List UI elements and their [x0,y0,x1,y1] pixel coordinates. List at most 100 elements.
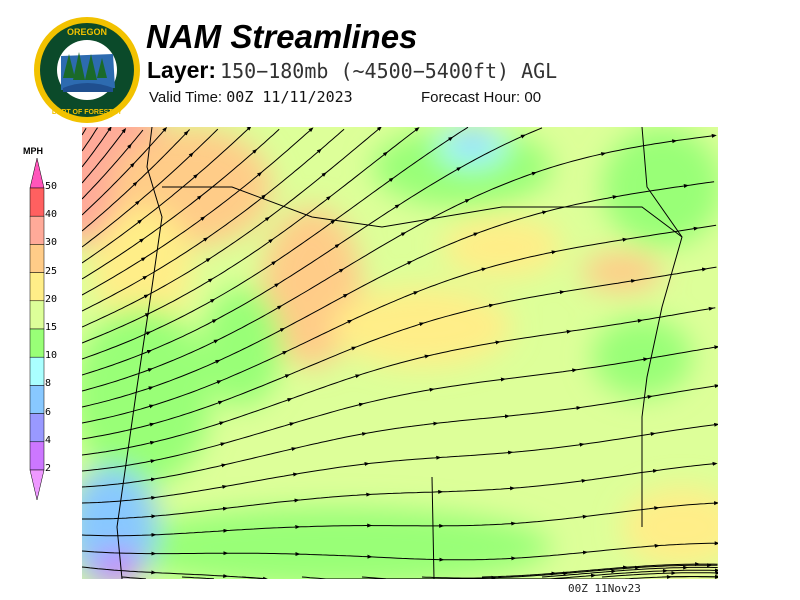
colorbar-tick: 50 [45,181,58,192]
oregon-department-of-forestry-logo: OREGON DEPT OF FORESTRY [34,17,140,123]
streamline [224,472,299,487]
streamline [271,195,332,241]
streamline [553,565,629,574]
streamline [427,340,501,357]
streamline [297,523,373,528]
forecast-hour: Forecast Hour: 00 [421,89,541,106]
streamline [285,319,353,353]
streamline [554,237,628,253]
streamline [507,406,582,417]
streamline [191,128,219,155]
streamline [206,194,267,240]
streamline [409,232,479,263]
streamline [674,133,717,142]
streamline [513,550,588,559]
page-title: NAM Streamlines [146,18,418,55]
streamline [82,294,150,328]
streamline [301,574,672,579]
streamline [657,541,718,547]
streamline [82,128,127,184]
colorbar-tick: 8 [45,378,52,390]
svg-text:OREGON: OREGON [67,27,107,37]
streamline [82,181,138,232]
streamline [354,322,425,349]
streamline [219,350,288,382]
streamline [82,238,145,280]
streamline-map[interactable] [82,127,718,579]
streamline [711,307,716,309]
streamline [503,368,578,380]
streamline [199,148,258,198]
streamline [82,477,156,488]
streamline [459,134,526,169]
streamline [82,459,156,472]
layer-value: 150−180mb (~4500−5400ft) AGL [220,59,558,83]
streamline [441,521,517,527]
streamline [441,556,517,561]
streamline [361,387,435,405]
streamline [121,576,146,579]
streamline [361,573,597,579]
streamline [225,552,301,557]
colorbar-tick: 40 [45,209,58,221]
streamline [143,216,206,259]
streamline [484,250,557,270]
streamline [153,442,226,462]
streamline [513,514,588,524]
streamline [613,565,689,572]
streamline [421,303,495,324]
streamline [297,553,373,559]
ca-nv-border [431,476,435,579]
streamline [296,492,372,501]
colorbar-bin-6-8 [29,385,45,414]
streamline [403,199,471,234]
colorbar-tick: 4 [45,434,52,446]
streamline [432,377,506,390]
streamline [132,127,168,165]
streamline [476,210,548,235]
streamline [467,171,537,201]
streamline [279,268,345,308]
streamline [217,327,286,362]
streamline [82,331,152,360]
streamline [225,525,301,532]
streamline [319,128,345,151]
valid-time-value: 00Z 11/11/2023 [226,88,353,106]
streamline [653,422,718,435]
streamline [585,506,660,517]
streamline [153,528,229,536]
streamline [82,162,135,216]
streamline [640,306,714,321]
streamline [585,543,660,553]
streamline [82,566,157,575]
streamlines [82,127,718,579]
streamline [223,422,295,445]
streamline [82,143,132,200]
svg-text:DEPT OF FORESTRY: DEPT OF FORESTRY [52,109,122,116]
colorbar-bin-30-40 [29,215,45,245]
streamline [369,556,445,562]
streamline [147,278,214,315]
streamline [544,195,618,213]
forecast-hour-value: 00 [524,89,542,106]
streamline [82,404,155,424]
streamline [450,127,469,139]
streamline [82,127,98,152]
colorbar [29,158,45,501]
streamline [220,374,291,403]
streamline [223,447,297,466]
streamline [295,462,370,475]
layer-info: Layer: 150−180mb (~4500−5400ft) AGL [147,57,557,84]
or-id-border [641,127,683,527]
forecast-hour-label: Forecast Hour: [421,89,521,106]
streamline [421,575,497,579]
streamline [603,139,678,154]
streamline [328,151,388,198]
streamline [294,432,368,449]
streamline [615,183,689,198]
colorbar-bin-8-10 [29,356,45,386]
coastline [116,127,163,579]
streamline [593,568,668,576]
streamline [151,380,222,407]
streamline [650,384,718,397]
